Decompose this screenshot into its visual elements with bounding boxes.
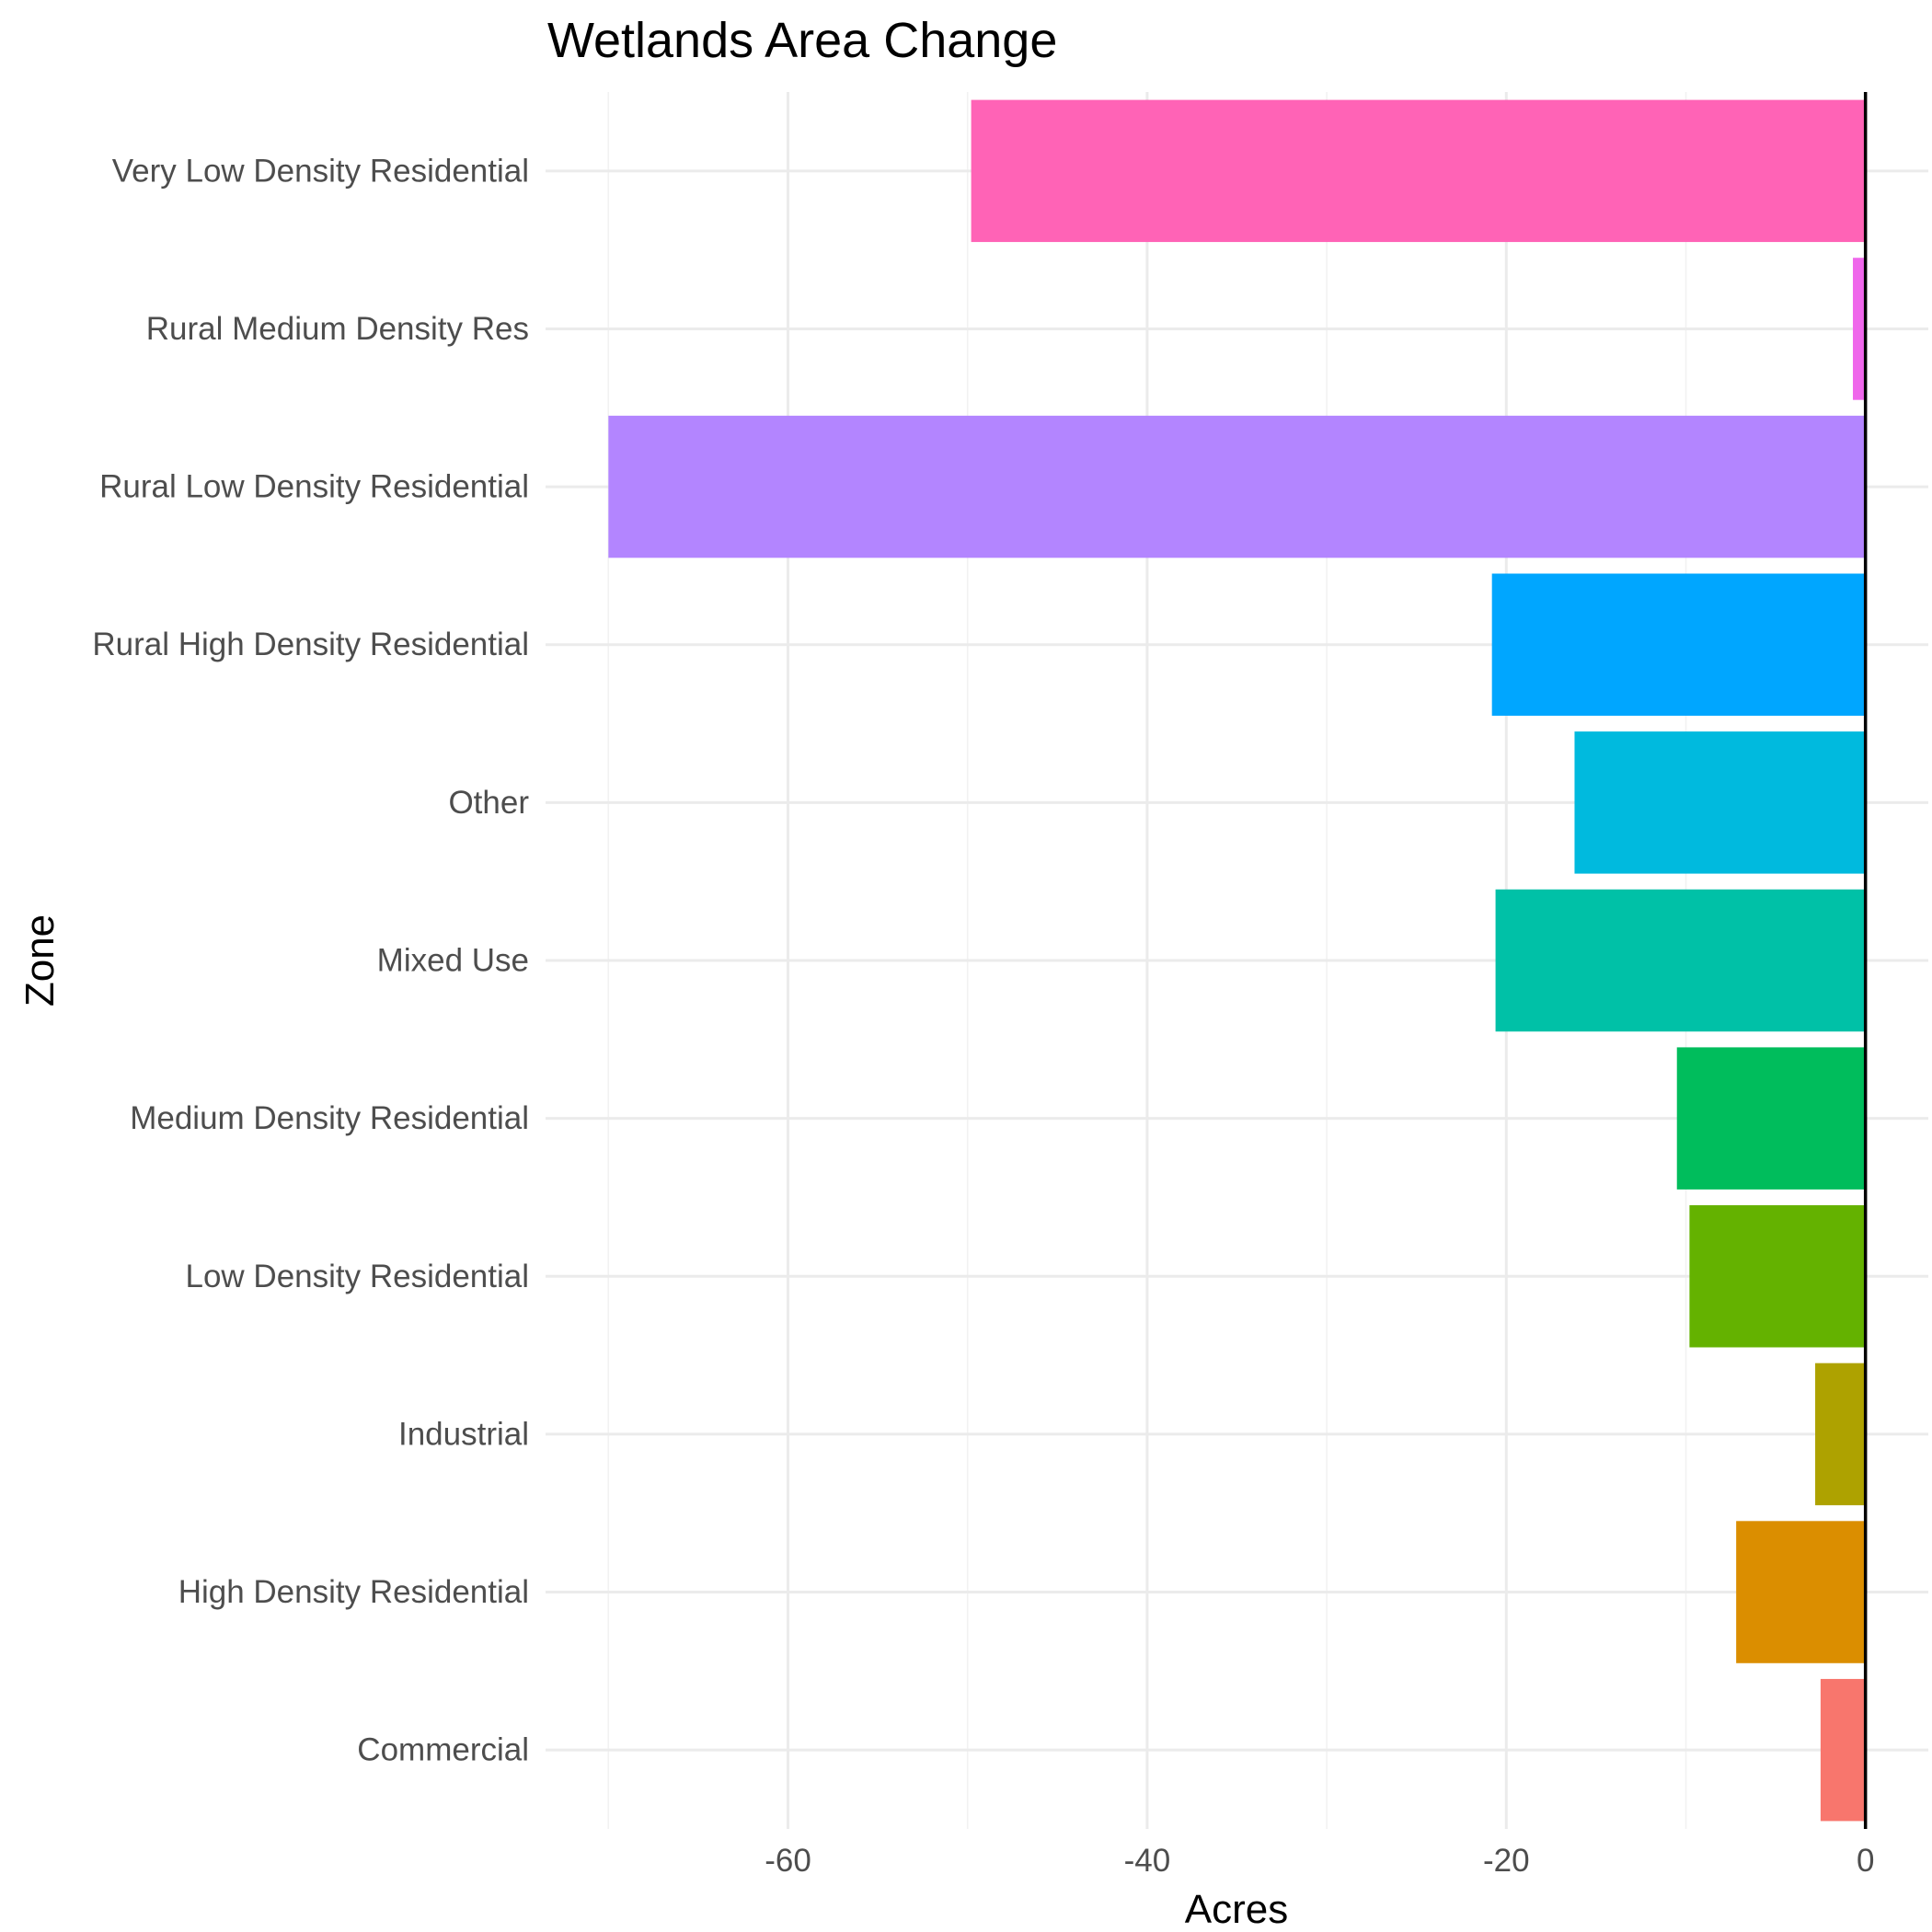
x-tick-label-2: -20 — [1483, 1843, 1530, 1879]
y-axis-title: Zone — [17, 914, 63, 1006]
bar-low-density-residential — [1689, 1205, 1866, 1348]
chart-title: Wetlands Area Change — [547, 13, 1057, 68]
y-tick-label-3: Low Density Residential — [185, 1259, 529, 1294]
bar-medium-density-residential — [1676, 1047, 1866, 1190]
y-tick-label-5: Mixed Use — [377, 943, 529, 979]
y-tick-label-4: Medium Density Residential — [130, 1100, 529, 1136]
bar-very-low-density-residential — [971, 99, 1866, 243]
bar-mixed-use — [1495, 889, 1866, 1032]
bar-high-density-residential — [1736, 1521, 1866, 1663]
bar-rural-medium-density-res — [1853, 258, 1866, 400]
x-tick-label-0: -60 — [765, 1843, 811, 1879]
bar-rural-high-density-residential — [1491, 573, 1866, 716]
bar-other — [1574, 731, 1866, 874]
bars — [608, 99, 1866, 1822]
y-tick-label-10: Very Low Density Residential — [112, 153, 529, 189]
bar-commercial — [1820, 1678, 1866, 1822]
x-axis-title: Acres — [1185, 1887, 1288, 1932]
y-axis-tick-labels: Commercial High Density Residential Indust… — [92, 153, 529, 1767]
x-tick-label-1: -40 — [1124, 1843, 1171, 1879]
y-tick-label-2: Industrial — [398, 1416, 529, 1452]
y-tick-label-0: Commercial — [357, 1732, 529, 1768]
y-tick-label-1: High Density Residential — [178, 1574, 529, 1610]
x-tick-label-3: 0 — [1857, 1843, 1874, 1879]
bar-rural-low-density-residential — [608, 415, 1866, 558]
y-tick-label-9: Rural Medium Density Res — [146, 311, 529, 347]
y-tick-label-8: Rural Low Density Residential — [99, 469, 529, 505]
x-axis-tick-labels: -60 -40 -20 0 — [765, 1843, 1874, 1879]
bar-industrial — [1815, 1363, 1866, 1506]
y-tick-label-7: Rural High Density Residential — [92, 627, 529, 662]
y-tick-label-6: Other — [448, 785, 529, 821]
